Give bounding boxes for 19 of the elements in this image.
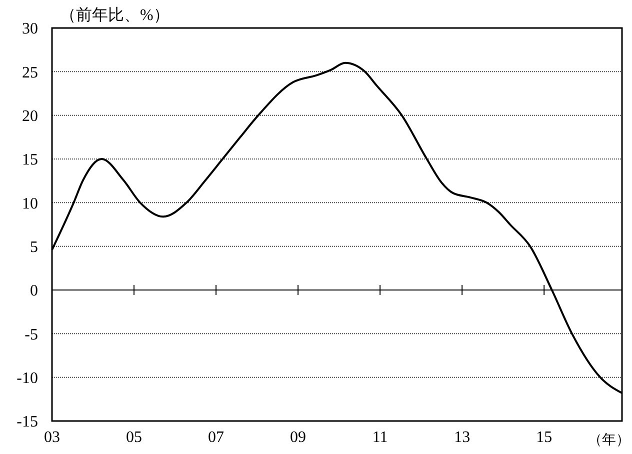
x-tick-label: 09 <box>290 429 306 446</box>
x-tick-label: 03 <box>44 429 60 446</box>
y-tick-label: 20 <box>22 108 38 125</box>
x-tick-label: 15 <box>536 429 552 446</box>
y-tick-label: 15 <box>22 152 38 169</box>
x-axis-title: （年） <box>588 432 630 448</box>
x-tick-label: 05 <box>126 429 142 446</box>
y-tick-label: -5 <box>24 326 38 344</box>
y-tick-label: 30 <box>22 20 38 38</box>
x-tick-label: 13 <box>454 429 470 446</box>
y-tick-label: 0 <box>30 282 38 300</box>
y-tick-label: -10 <box>16 370 38 387</box>
y-tick-label: -15 <box>16 414 38 431</box>
x-tick-label: 11 <box>372 429 388 446</box>
y-tick-label: 25 <box>22 64 38 82</box>
y-tick-label: 5 <box>30 238 38 256</box>
y-axis-title: （前年比、%） <box>60 6 170 24</box>
y-tick-label: 10 <box>22 195 38 212</box>
x-tick-label: 07 <box>208 429 224 446</box>
